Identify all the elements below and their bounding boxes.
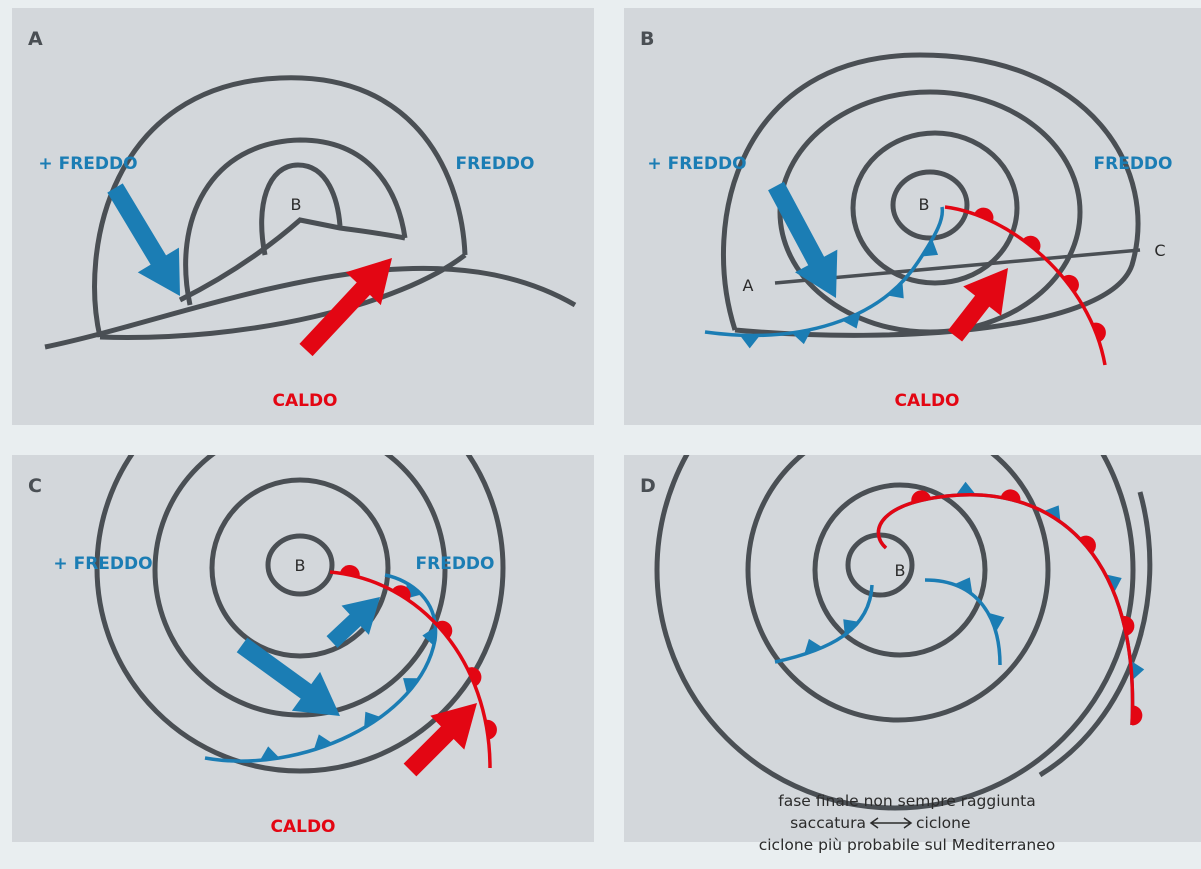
air-arrow [947, 268, 1008, 342]
low-label: B [291, 195, 302, 214]
panel-label: A [28, 28, 43, 50]
warm-label: CALDO [272, 391, 337, 411]
panel-d-fronts [774, 481, 1145, 726]
isobar [94, 455, 506, 774]
front-triangle [842, 312, 861, 329]
section-end: C [1154, 241, 1165, 260]
air-arrow [299, 258, 392, 357]
front-triangle [403, 678, 420, 694]
low-label: B [919, 195, 930, 214]
front-line [99, 253, 467, 340]
front-triangle [259, 746, 280, 761]
air-arrow [768, 181, 838, 298]
air-arrow [236, 637, 340, 716]
isobar [850, 130, 1020, 286]
caption: ciclone più probabile sul Mediterraneo [759, 836, 1056, 854]
caption: saccatura [790, 814, 866, 832]
cold-label: + FREDDO [38, 154, 137, 174]
warm-front [944, 205, 1107, 366]
front-triangle [955, 481, 976, 496]
panel-a-drawing [44, 75, 577, 350]
front-semicircle [467, 667, 482, 687]
panel-label: C [28, 475, 42, 497]
cold-label: + FREDDO [53, 554, 152, 574]
front-semicircle [435, 620, 453, 639]
warm-label: CALDO [270, 817, 335, 837]
isobar [812, 482, 988, 658]
isobar [92, 75, 468, 338]
warm-front [329, 570, 492, 769]
front-semicircle [1022, 235, 1041, 252]
isobar [183, 137, 408, 306]
isobar [890, 169, 970, 241]
panel-d [624, 455, 1201, 842]
cold-label: FREDDO [1094, 154, 1173, 174]
low-label: B [295, 556, 306, 575]
front-line [44, 265, 577, 350]
panel-a [12, 8, 594, 425]
panel-c-fronts [204, 564, 497, 769]
cold-front [924, 578, 1002, 666]
front-triangle [1130, 660, 1145, 681]
section-start: A [743, 276, 754, 295]
isobar [259, 162, 343, 256]
front-triangle [364, 711, 381, 729]
cold-label: FREDDO [416, 554, 495, 574]
front-semicircle [1132, 705, 1143, 726]
front-semicircle [974, 207, 994, 222]
air-arrow [107, 183, 180, 296]
panel-label: B [640, 28, 654, 50]
cold-label: + FREDDO [647, 154, 746, 174]
front-semicircle [1122, 616, 1135, 636]
front-triangle [887, 282, 904, 299]
air-arrow [403, 703, 477, 777]
front-semicircle [1092, 322, 1106, 342]
front-triangle [921, 239, 939, 257]
front-triangle [843, 619, 860, 636]
front-triangle [791, 329, 812, 345]
cold-front [774, 584, 874, 664]
front-triangle [954, 577, 973, 594]
caption: ciclone [916, 814, 971, 832]
front-semicircle [339, 564, 360, 578]
isobar [152, 455, 448, 718]
caption: fase finale non sempre raggiunta [778, 792, 1036, 810]
double-arrow [869, 817, 913, 829]
front-triangle [804, 638, 823, 655]
front-semicircle [1079, 535, 1096, 554]
low-label: B [895, 561, 906, 580]
panel-b [624, 8, 1201, 425]
panel-d-drawing [654, 455, 1153, 811]
front-triangle [739, 335, 760, 349]
front-triangle [313, 734, 333, 751]
isobar [745, 455, 1051, 723]
front-line [178, 217, 406, 303]
warm-label: CALDO [894, 391, 959, 411]
isobar [721, 52, 1141, 338]
front-semicircle [392, 585, 411, 601]
cold-front [704, 206, 945, 338]
isobar [265, 533, 335, 597]
isobar [209, 477, 391, 659]
front-semicircle [1062, 274, 1079, 293]
front-semicircle [911, 490, 931, 503]
warm-front [876, 493, 1135, 726]
panel-c-drawing [94, 455, 506, 774]
front-triangle [422, 626, 437, 647]
air-arrow [326, 597, 380, 648]
cold-label: FREDDO [456, 154, 535, 174]
front-semicircle [485, 719, 497, 740]
panel-label: D [640, 475, 656, 497]
front-triangle [988, 612, 1005, 632]
isobar [654, 455, 1136, 811]
isobar [1038, 491, 1153, 778]
front-semicircle [1000, 489, 1021, 502]
panel-c [12, 455, 594, 842]
